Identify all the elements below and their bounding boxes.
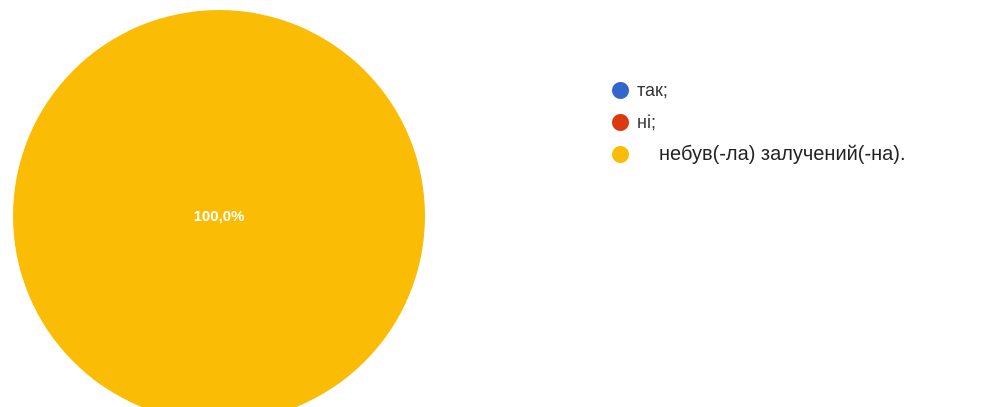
- legend-swatch-tak: [612, 82, 629, 99]
- legend-label-ni: ні;: [637, 112, 656, 132]
- legend-label-tak: так;: [637, 80, 668, 100]
- legend-swatch-ni: [612, 114, 629, 131]
- legend-swatch-nebuv: [612, 146, 629, 163]
- slice-label-nebuv: 100,0%: [194, 208, 245, 225]
- pie-slice-nebuv: [13, 10, 425, 407]
- legend-label-nebuv: небув(-ла) залучений(-на).: [659, 143, 906, 165]
